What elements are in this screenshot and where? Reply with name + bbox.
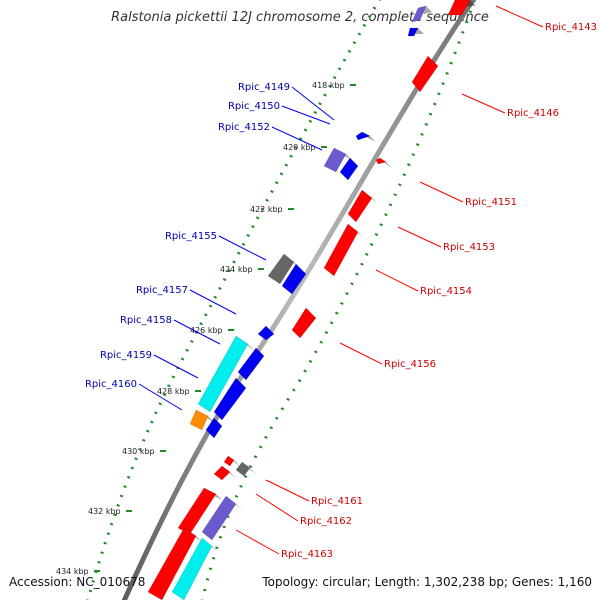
gene-label[interactable]: Rpic_4159 [100,350,152,361]
gene-label[interactable]: Rpic_4153 [443,242,495,253]
label-layer: Rpic_4143 Rpic_4146 Rpic_4149 Rpic_4150 Rpic… [85,5,597,560]
gene-feature [347,189,373,223]
gene-leader-line [218,235,267,261]
gene-label[interactable]: Rpic_4158 [120,315,172,326]
topology-text: Topology: circular; Length: 1,302,238 bp… [262,575,592,589]
gene-leader-line [419,181,464,203]
gene-feature [339,157,359,181]
gene-feature [355,131,371,141]
gene-label[interactable]: Rpic_4152 [218,122,270,133]
kbp-tick-label: 424 kbp [220,265,253,274]
gene-feature [189,409,209,431]
gene-feature [205,417,223,439]
gene-label[interactable]: Rpic_4143 [545,22,597,33]
gene-feature [447,0,471,16]
kbp-tick-label: 420 kbp [283,143,316,152]
gene-leader-line [173,319,221,345]
gene-label[interactable]: Rpic_4160 [85,379,137,390]
gene-label[interactable]: Rpic_4150 [228,101,280,112]
gene-label[interactable]: Rpic_4156 [384,359,436,370]
gene-layer [147,0,476,600]
gene-feature [237,347,265,381]
gene-feature [213,465,231,481]
gene-leader-line [189,289,237,315]
gene-feature [223,455,235,467]
tick-layer: 418 kbp 420 kbp 422 kbp 424 kbp 426 kbp 428 k… [56,0,477,600]
gene-leader-line [495,5,544,28]
gene-label[interactable]: Rpic_4154 [420,286,472,297]
gene-label[interactable]: Rpic_4151 [465,197,517,208]
gene-leader-line [255,493,299,522]
gene-feature [375,157,387,165]
gene-leader-line [271,126,323,151]
gene-label[interactable]: Rpic_4149 [238,82,290,93]
gene-label[interactable]: Rpic_4157 [136,285,188,296]
gene-leader-line [461,93,506,114]
gene-feature [323,147,347,173]
backbone-layer [121,0,477,600]
gene-feature [201,495,237,541]
gene-leader-line [375,269,419,292]
gene-feature [197,335,249,413]
gene-feature [235,461,251,477]
gene-feature [281,263,307,295]
kbp-tick-label: 434 kbp [56,567,89,576]
kbp-tick-label: 432 kbp [88,507,121,516]
map-title: Ralstonia pickettii 12J chromosome 2, co… [111,10,489,25]
gene-leader-line [265,479,310,502]
chromosome-backbone [121,0,477,600]
gene-feature [171,537,213,600]
kbp-tick-label: 426 kbp [190,326,223,335]
kbp-tick-label: 422 kbp [250,205,283,214]
gene-feature [291,307,317,339]
gene-leader-line [397,226,442,248]
gene-feature [407,27,419,37]
gene-leader-line [281,105,331,125]
gene-leader-line [339,342,383,365]
gene-feature [147,527,197,600]
accession-text: Accession: NC_010678 [9,575,146,589]
gene-label[interactable]: Rpic_4163 [281,549,333,560]
gene-leader-line [291,86,335,121]
kbp-tick-label: 418 kbp [312,81,345,90]
gene-feature [411,5,427,23]
gene-leader-line [153,354,199,379]
gene-label[interactable]: Rpic_4162 [300,516,352,527]
gene-feature [411,55,439,93]
gene-feature [257,325,275,341]
gene-label[interactable]: Rpic_4161 [311,496,363,507]
gene-feature [267,253,295,285]
kbp-tick-label: 428 kbp [157,387,190,396]
gene-leader-line [138,383,183,411]
kbp-tick-label: 430 kbp [122,447,155,456]
gene-feature [213,377,247,421]
gene-feature [323,223,359,277]
gene-leader-line [235,529,280,555]
gene-label[interactable]: Rpic_4155 [165,231,217,242]
gene-label[interactable]: Rpic_4146 [507,108,559,119]
